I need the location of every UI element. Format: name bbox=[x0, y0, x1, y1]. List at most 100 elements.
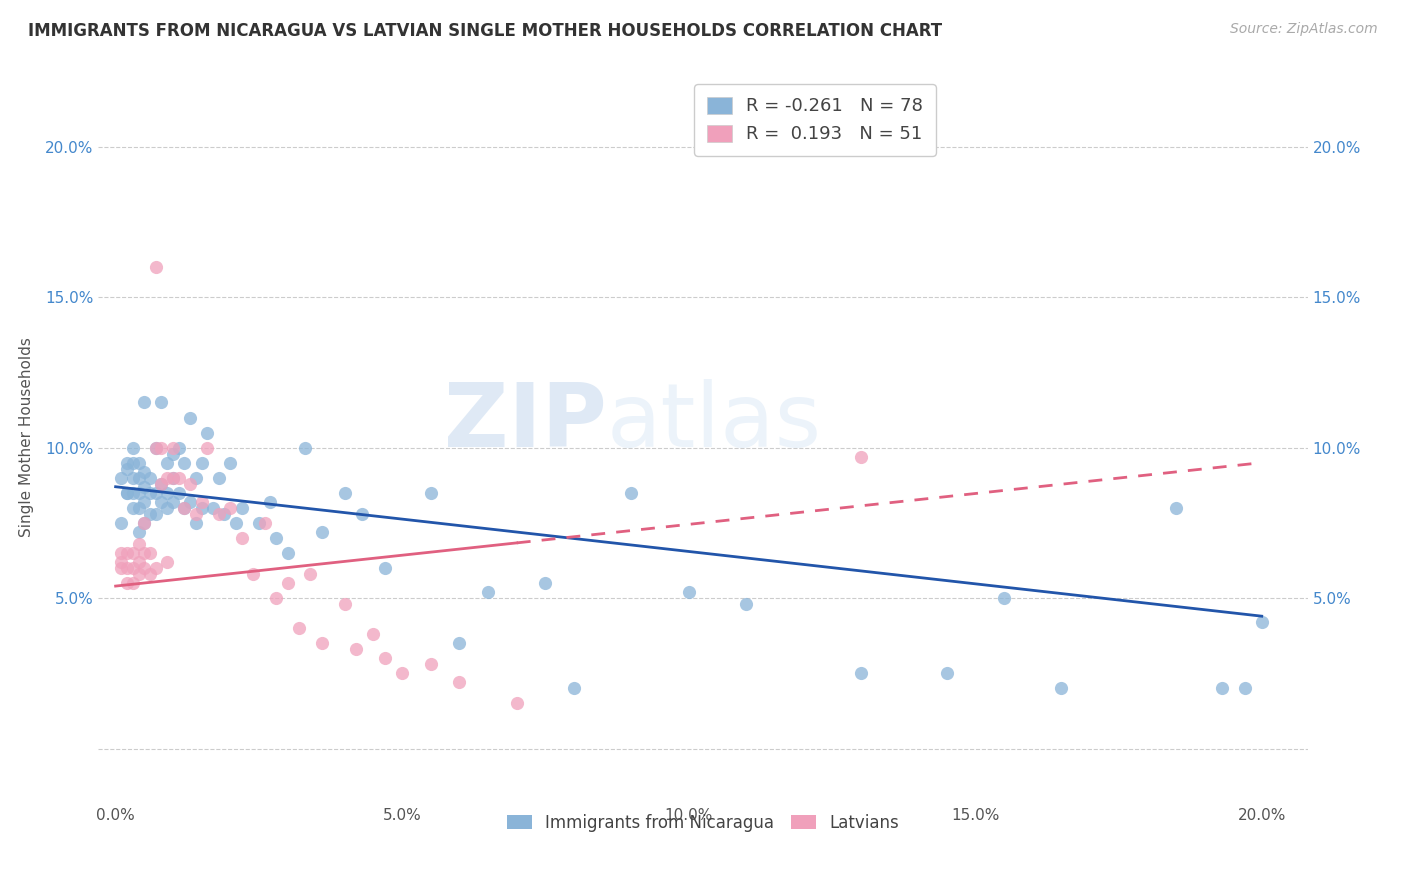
Y-axis label: Single Mother Households: Single Mother Households bbox=[20, 337, 34, 537]
Text: ZIP: ZIP bbox=[443, 379, 606, 466]
Point bbox=[294, 441, 316, 455]
Point bbox=[277, 576, 299, 591]
Point bbox=[115, 485, 138, 500]
Point bbox=[849, 450, 872, 464]
Point bbox=[134, 546, 156, 560]
Point bbox=[121, 485, 143, 500]
Point bbox=[150, 476, 173, 491]
Point bbox=[173, 456, 195, 470]
Point bbox=[419, 485, 441, 500]
Point bbox=[110, 516, 132, 530]
Point bbox=[477, 585, 499, 599]
Point bbox=[145, 485, 167, 500]
Text: IMMIGRANTS FROM NICARAGUA VS LATVIAN SINGLE MOTHER HOUSEHOLDS CORRELATION CHART: IMMIGRANTS FROM NICARAGUA VS LATVIAN SIN… bbox=[28, 22, 942, 40]
Point bbox=[311, 636, 333, 650]
Point bbox=[121, 471, 143, 485]
Point bbox=[449, 675, 471, 690]
Point bbox=[184, 507, 207, 521]
Point bbox=[139, 507, 162, 521]
Point bbox=[115, 461, 138, 475]
Point bbox=[993, 591, 1015, 606]
Point bbox=[195, 425, 218, 440]
Point bbox=[162, 441, 184, 455]
Point bbox=[678, 585, 700, 599]
Point bbox=[225, 516, 247, 530]
Point bbox=[264, 531, 287, 545]
Point bbox=[145, 507, 167, 521]
Point bbox=[156, 500, 179, 515]
Point bbox=[110, 546, 132, 560]
Point bbox=[150, 495, 173, 509]
Point bbox=[333, 597, 356, 611]
Point bbox=[173, 500, 195, 515]
Point bbox=[121, 561, 143, 575]
Point bbox=[374, 651, 396, 665]
Point bbox=[156, 485, 179, 500]
Point bbox=[162, 471, 184, 485]
Point bbox=[128, 485, 150, 500]
Point bbox=[128, 471, 150, 485]
Point bbox=[115, 576, 138, 591]
Point bbox=[534, 576, 557, 591]
Point bbox=[1250, 615, 1272, 630]
Point bbox=[145, 441, 167, 455]
Point bbox=[139, 546, 162, 560]
Point bbox=[128, 524, 150, 539]
Point bbox=[214, 507, 236, 521]
Point bbox=[145, 561, 167, 575]
Point bbox=[735, 597, 758, 611]
Point bbox=[121, 546, 143, 560]
Point bbox=[110, 471, 132, 485]
Point bbox=[121, 456, 143, 470]
Point bbox=[121, 576, 143, 591]
Point bbox=[115, 456, 138, 470]
Point bbox=[333, 485, 356, 500]
Point bbox=[128, 555, 150, 569]
Point bbox=[184, 516, 207, 530]
Point bbox=[128, 500, 150, 515]
Point bbox=[110, 561, 132, 575]
Point bbox=[115, 546, 138, 560]
Point bbox=[134, 495, 156, 509]
Point bbox=[134, 465, 156, 479]
Point bbox=[1164, 500, 1187, 515]
Point bbox=[179, 495, 201, 509]
Point bbox=[259, 495, 281, 509]
Point bbox=[242, 567, 264, 582]
Point bbox=[115, 485, 138, 500]
Point bbox=[173, 500, 195, 515]
Point bbox=[219, 456, 242, 470]
Point bbox=[419, 657, 441, 672]
Point bbox=[162, 447, 184, 461]
Point bbox=[139, 471, 162, 485]
Point bbox=[139, 485, 162, 500]
Legend: Immigrants from Nicaragua, Latvians: Immigrants from Nicaragua, Latvians bbox=[501, 807, 905, 838]
Point bbox=[190, 456, 212, 470]
Point bbox=[134, 480, 156, 494]
Point bbox=[190, 500, 212, 515]
Point bbox=[190, 495, 212, 509]
Point bbox=[208, 507, 231, 521]
Point bbox=[184, 471, 207, 485]
Point bbox=[299, 567, 322, 582]
Point bbox=[202, 500, 225, 515]
Point bbox=[1211, 681, 1233, 696]
Point bbox=[156, 555, 179, 569]
Point bbox=[506, 697, 529, 711]
Point bbox=[167, 441, 190, 455]
Point bbox=[363, 627, 385, 641]
Point bbox=[449, 636, 471, 650]
Point bbox=[350, 507, 373, 521]
Point bbox=[156, 471, 179, 485]
Point bbox=[231, 531, 253, 545]
Point bbox=[849, 666, 872, 681]
Point bbox=[179, 410, 201, 425]
Point bbox=[145, 441, 167, 455]
Text: Source: ZipAtlas.com: Source: ZipAtlas.com bbox=[1230, 22, 1378, 37]
Point bbox=[620, 485, 643, 500]
Text: atlas: atlas bbox=[606, 379, 821, 466]
Point bbox=[277, 546, 299, 560]
Point bbox=[139, 567, 162, 582]
Point bbox=[219, 500, 242, 515]
Point bbox=[208, 471, 231, 485]
